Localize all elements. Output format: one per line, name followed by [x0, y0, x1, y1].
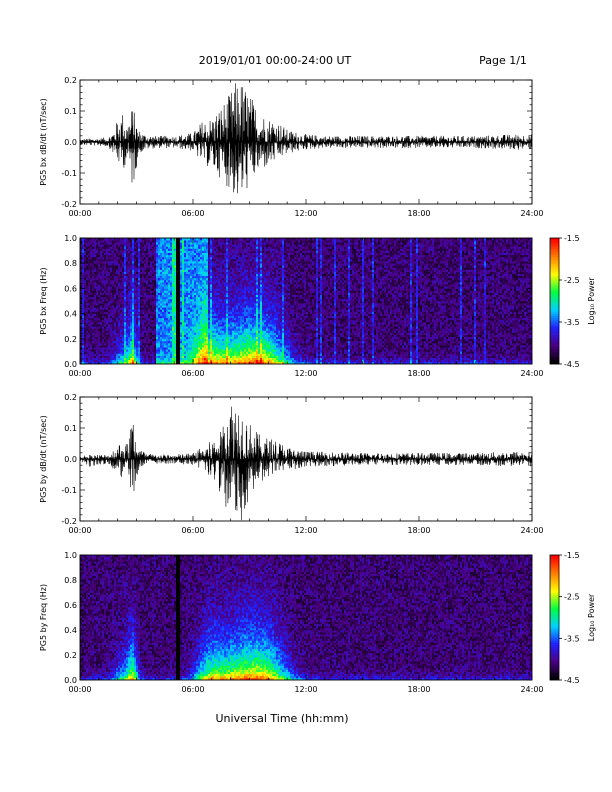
panel-1: 00:00 06:00 12:00 18:00 24:00 0.2 0.1 0.0 -0.1 -0… — [39, 76, 544, 218]
x-tick-label: 00:00 — [68, 526, 91, 535]
panel-4: -1.5 -2.5 -3.5 -4.5 Log₁₀ Power 00:00 06:00 12:… — [39, 551, 596, 694]
x-tick-label: 18:00 — [407, 526, 430, 535]
y-tick-label: 0.8 — [64, 576, 77, 585]
panels: 00:00 06:00 12:00 18:00 24:00 0.2 0.1 0.0 -0.1 -0… — [39, 76, 596, 694]
y-tick-label: 1.0 — [64, 234, 77, 243]
y-tick-label: 0.2 — [64, 393, 77, 402]
y-tick-label: 0.1 — [64, 424, 77, 433]
y-tick-label: -0.2 — [61, 517, 77, 526]
x-axis-title: Universal Time (hh:mm) — [216, 712, 349, 725]
x-tick-label: 00:00 — [68, 209, 91, 218]
x-tick-label: 06:00 — [181, 209, 204, 218]
y-axis-label: PG5 bx Freq (Hz) — [39, 267, 48, 334]
x-tick-label: 12:00 — [294, 369, 317, 378]
y-tick-label: 0.1 — [64, 107, 77, 116]
y-tick-label: 0.2 — [64, 651, 77, 660]
y-tick-label: 1.0 — [64, 551, 77, 560]
colorbar-tick-label: -3.5 — [564, 634, 580, 643]
y-axis-label: PG5 by dB/dt (nT/sec) — [39, 415, 48, 502]
series-trace — [80, 83, 532, 194]
y-axis-label: PG5 by Freq (Hz) — [39, 584, 48, 651]
figure-title: 2019/01/01 00:00-24:00 UT — [199, 54, 352, 67]
y-tick-label: -0.1 — [61, 169, 77, 178]
x-tick-label: 18:00 — [407, 369, 430, 378]
x-tick-label: 24:00 — [520, 685, 543, 694]
colorbar-tick-label: -2.5 — [564, 276, 580, 285]
series-trace — [80, 406, 532, 521]
spectrogram-image — [80, 555, 532, 680]
colorbar: -1.5 -2.5 -3.5 -4.5 Log₁₀ Power — [549, 234, 596, 369]
colorbar-tick-label: -4.5 — [564, 360, 580, 369]
x-tick-label: 24:00 — [520, 369, 543, 378]
y-tick-label: 0.6 — [64, 601, 77, 610]
colorbar-tick-label: -3.5 — [564, 318, 580, 327]
x-tick-label: 06:00 — [181, 369, 204, 378]
x-tick-label: 12:00 — [294, 209, 317, 218]
y-tick-label: 0.2 — [64, 335, 77, 344]
x-tick-label: 00:00 — [68, 369, 91, 378]
colorbar-tick-label: -1.5 — [564, 551, 580, 560]
colorbar-tick-label: -1.5 — [564, 234, 580, 243]
colorbar: -1.5 -2.5 -3.5 -4.5 Log₁₀ Power — [549, 551, 596, 685]
y-tick-label: 0.0 — [64, 455, 77, 464]
colorbar-tick-label: -2.5 — [564, 593, 580, 602]
panel-2: -1.5 -2.5 -3.5 -4.5 Log₁₀ Power 00:00 06:00 12:… — [39, 234, 596, 378]
y-axis-label: PG5 bx dB/dt (nT/sec) — [39, 98, 48, 185]
colorbar-label: Log₁₀ Power — [587, 593, 596, 641]
page-indicator: Page 1/1 — [479, 54, 527, 67]
y-tick-label: 0.6 — [64, 284, 77, 293]
y-tick-label: 0.4 — [64, 626, 77, 635]
x-tick-label: 24:00 — [520, 209, 543, 218]
spectrogram-image — [80, 238, 532, 364]
x-tick-label: 18:00 — [407, 685, 430, 694]
colorbar-label: Log₁₀ Power — [587, 277, 596, 325]
y-tick-label: 0.0 — [64, 676, 77, 685]
x-tick-label: 06:00 — [181, 526, 204, 535]
y-tick-label: 0.0 — [64, 138, 77, 147]
y-tick-label: 0.4 — [64, 310, 77, 319]
y-tick-label: 0.2 — [64, 76, 77, 85]
y-tick-label: 0.8 — [64, 259, 77, 268]
x-tick-label: 06:00 — [181, 685, 204, 694]
x-tick-label: 24:00 — [520, 526, 543, 535]
x-tick-label: 00:00 — [68, 685, 91, 694]
x-tick-label: 12:00 — [294, 685, 317, 694]
x-tick-label: 12:00 — [294, 526, 317, 535]
panel-3: 00:00 06:00 12:00 18:00 24:00 0.2 0.1 0.0 -0.1 -0… — [39, 393, 544, 535]
colorbar-tick-label: -4.5 — [564, 676, 580, 685]
y-tick-label: 0.0 — [64, 360, 77, 369]
y-tick-label: -0.1 — [61, 486, 77, 495]
x-tick-label: 18:00 — [407, 209, 430, 218]
y-tick-label: -0.2 — [61, 200, 77, 209]
